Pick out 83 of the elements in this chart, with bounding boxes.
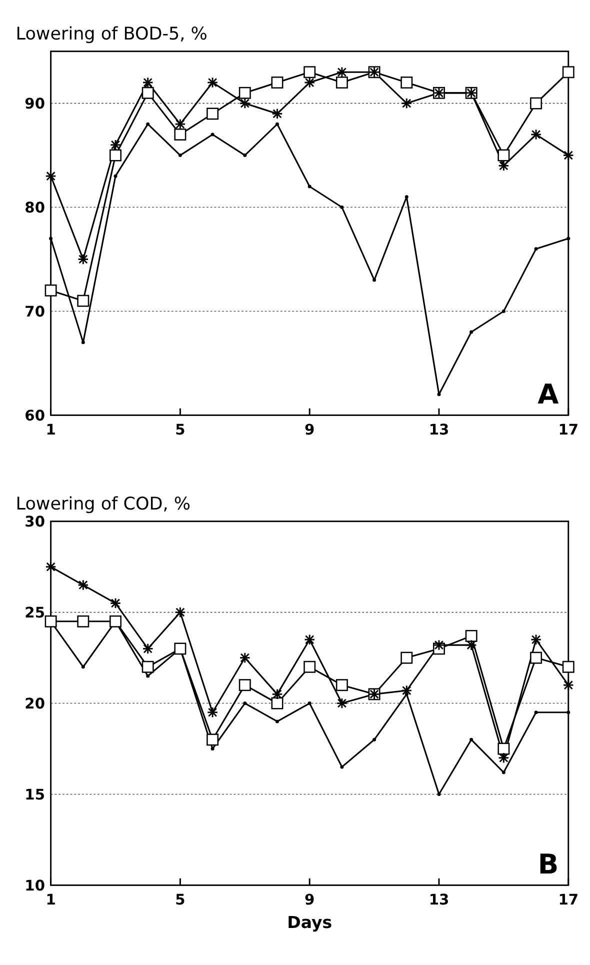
- x-tick-label: 17: [558, 422, 579, 439]
- point: [304, 66, 316, 78]
- point: [534, 247, 538, 251]
- point: [502, 309, 506, 313]
- point: [498, 742, 510, 755]
- point: [142, 86, 154, 99]
- x-tick-label: 5: [175, 422, 186, 439]
- point: [81, 665, 85, 669]
- x-tick-label: 17: [558, 892, 579, 909]
- point: [77, 615, 90, 628]
- x-tick-label: 5: [175, 892, 186, 909]
- point: [271, 697, 284, 710]
- point: [336, 679, 348, 692]
- point: [206, 108, 219, 120]
- point: [530, 97, 542, 110]
- point: [534, 710, 538, 714]
- x-tick-label: 9: [304, 422, 315, 439]
- point: [400, 652, 413, 664]
- point: [275, 720, 279, 724]
- point: [206, 734, 219, 746]
- point: [238, 86, 251, 99]
- point: [336, 76, 348, 89]
- point: [77, 294, 90, 307]
- y-tick-label: 20: [24, 695, 45, 712]
- point: [437, 392, 441, 396]
- point: [340, 206, 344, 210]
- point: [110, 149, 122, 162]
- annotation: A: [538, 380, 559, 411]
- x-tick-label: 9: [304, 892, 315, 909]
- point: [243, 702, 247, 706]
- point: [210, 132, 214, 136]
- x-tick-label: 1: [46, 422, 56, 439]
- point: [530, 652, 542, 664]
- point: [437, 792, 441, 796]
- point: [238, 679, 251, 692]
- point: [271, 76, 284, 89]
- chart-title: Lowering of COD, %: [16, 494, 190, 515]
- point: [114, 174, 118, 178]
- point: [174, 128, 186, 140]
- point: [404, 195, 408, 199]
- point: [470, 738, 474, 742]
- point: [210, 747, 214, 751]
- y-tick-label: 70: [24, 303, 45, 320]
- y-tick-label: 25: [24, 604, 45, 622]
- point: [174, 642, 186, 655]
- point: [304, 660, 316, 673]
- y-tick-label: 80: [24, 199, 45, 216]
- chart-title: Lowering of BOD-5, %: [16, 24, 208, 45]
- point: [372, 738, 376, 742]
- point: [566, 710, 570, 714]
- point: [308, 184, 312, 188]
- point: [81, 340, 85, 344]
- x-tick-label: 13: [428, 892, 450, 909]
- point: [465, 630, 478, 642]
- point: [562, 66, 574, 78]
- y-tick-label: 90: [24, 95, 45, 112]
- point: [340, 765, 344, 769]
- point: [498, 149, 510, 162]
- point: [44, 284, 57, 296]
- point: [49, 236, 53, 240]
- annotation: B: [538, 850, 559, 881]
- point: [308, 702, 312, 706]
- y-tick-label: 15: [24, 786, 45, 804]
- point: [562, 660, 574, 673]
- y-tick-label: 60: [24, 407, 45, 424]
- point: [142, 660, 154, 673]
- x-axis-title: Days: [287, 913, 332, 932]
- y-tick-label: 30: [24, 513, 45, 530]
- point: [470, 330, 474, 334]
- x-tick-label: 1: [46, 892, 56, 909]
- point: [502, 770, 506, 774]
- point: [44, 615, 57, 628]
- point: [400, 76, 413, 89]
- x-tick-label: 13: [428, 422, 450, 439]
- point: [275, 122, 279, 126]
- y-tick-label: 10: [24, 877, 45, 894]
- point: [178, 154, 182, 158]
- point: [566, 236, 570, 240]
- point: [243, 154, 247, 158]
- point: [110, 615, 122, 628]
- point: [146, 122, 150, 126]
- point: [372, 278, 376, 282]
- point: [146, 674, 150, 678]
